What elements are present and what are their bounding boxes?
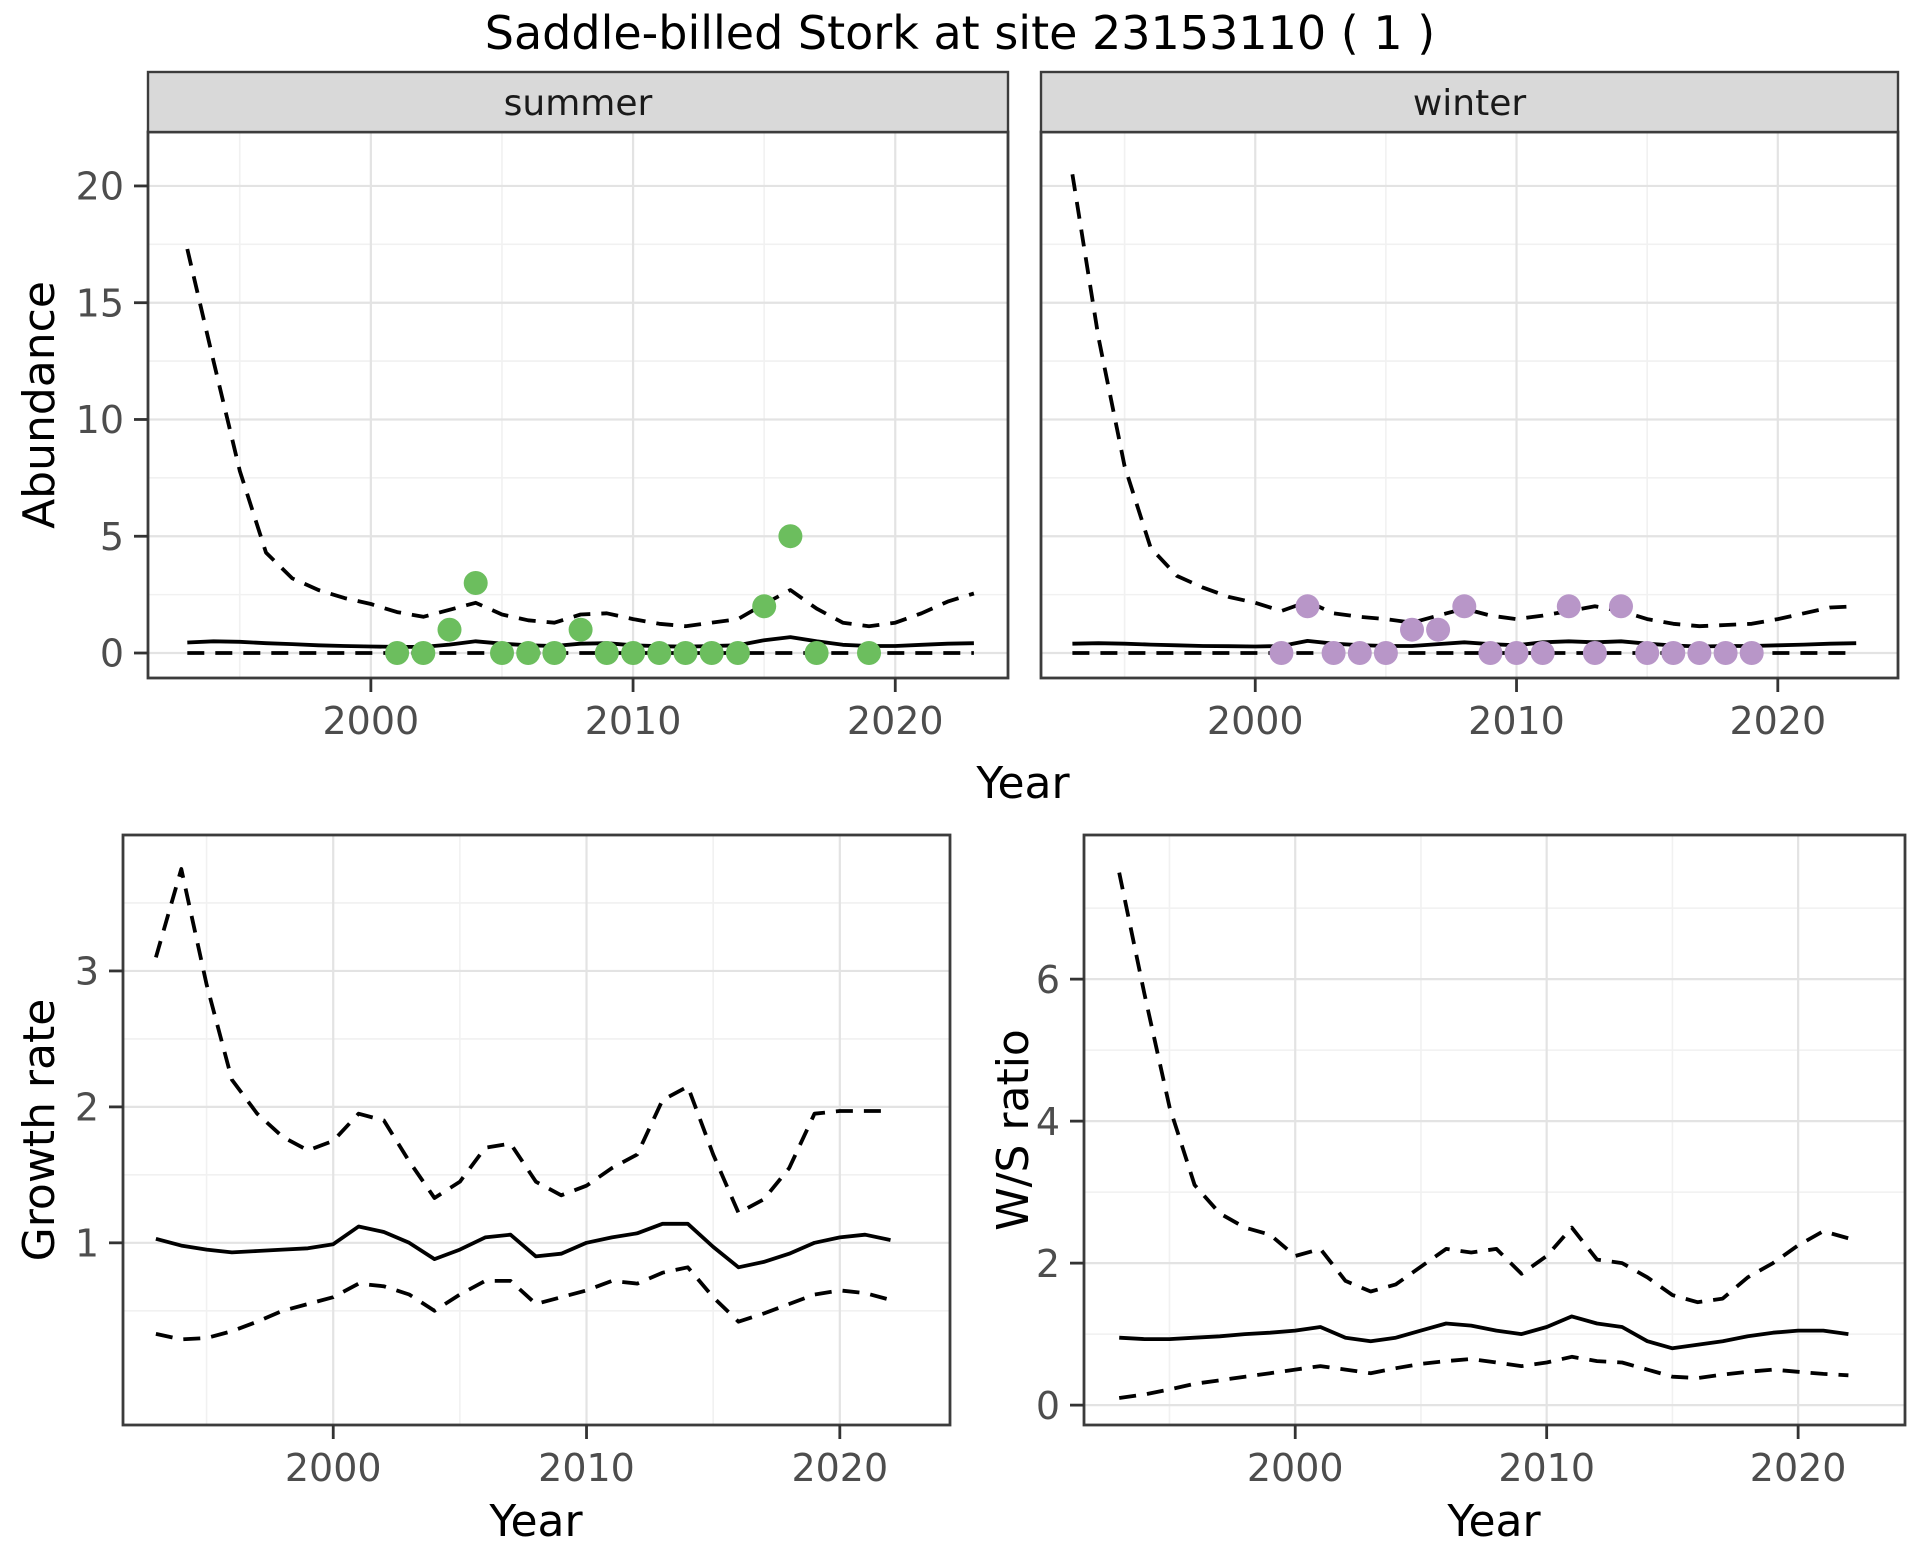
observation-point	[411, 641, 436, 665]
observation-point	[1295, 594, 1320, 619]
observation-point	[542, 641, 567, 665]
ci-lower-line	[155, 1265, 891, 1342]
ci-lower-line	[1118, 1354, 1849, 1400]
x-tick-label: 2010	[585, 699, 682, 743]
observation-point	[1373, 641, 1398, 665]
facet-strip	[1039, 70, 1900, 134]
observation-point	[1609, 594, 1633, 619]
y-tick-label: 2	[1036, 1242, 1060, 1286]
x-tick-label: 2020	[1750, 1446, 1847, 1490]
observation-point	[699, 641, 724, 665]
observation-point	[1347, 641, 1372, 665]
observation-point	[1556, 594, 1581, 619]
observation-point	[1426, 617, 1451, 642]
panel-growth-rate: 2000 2010 2020 1 2 3	[75, 833, 952, 1490]
panel-ws-ratio: 2000 2010 2020 0 2 4 6	[1036, 833, 1907, 1490]
observation-point	[647, 641, 672, 665]
facet-label-summer: summer	[504, 83, 653, 124]
ci-upper-line	[154, 867, 891, 1215]
observation-point	[1400, 617, 1424, 642]
observation-point	[385, 641, 410, 665]
observation-point	[1661, 641, 1686, 665]
facet-label-winter: winter	[1413, 83, 1527, 124]
x-tick-label: 2020	[791, 1446, 888, 1490]
observation-point	[1504, 641, 1529, 665]
observation-point	[490, 641, 514, 665]
observation-point	[568, 617, 593, 642]
observation-point	[594, 641, 619, 665]
observation-point	[804, 641, 829, 665]
observation-point	[1635, 641, 1660, 665]
x-tick-label: 2000	[285, 1446, 382, 1490]
ci-upper-line	[1070, 174, 1857, 629]
observation-point	[673, 641, 698, 665]
x-axis-title-ws-ratio: Year	[1447, 1496, 1541, 1547]
observation-point	[621, 641, 646, 665]
panel-abundance-summer: summer 2000 2010 2020 0 5 10 15 20	[76, 70, 1010, 743]
x-tick-label: 2010	[538, 1446, 635, 1490]
panel-abundance-winter: winter 2000 2010 2020	[1039, 70, 1900, 743]
x-axis-title-top: Year	[976, 758, 1070, 809]
x-tick-label: 2000	[1207, 699, 1304, 743]
data-layer-ws-ratio	[1117, 872, 1849, 1400]
x-tick-label: 2000	[1247, 1446, 1344, 1490]
observation-point	[1452, 594, 1477, 619]
panel-border	[121, 833, 952, 1427]
observation-point	[1739, 641, 1764, 665]
observation-point	[1687, 641, 1712, 665]
observation-point	[725, 641, 750, 665]
y-tick-label: 5	[100, 515, 124, 559]
y-tick-label: 10	[76, 398, 124, 442]
x-tick-label: 2010	[1498, 1446, 1595, 1490]
x-tick-label: 2020	[1729, 699, 1826, 743]
observation-point	[1713, 641, 1738, 665]
mean-line	[187, 635, 974, 649]
observation-point	[437, 617, 462, 642]
panel-border	[146, 130, 1010, 680]
y-tick-label: 20	[76, 165, 124, 209]
observation-point	[752, 594, 777, 619]
ci-upper-line	[1117, 872, 1849, 1305]
observation-point	[1582, 641, 1607, 665]
data-layer-growth-rate	[154, 867, 891, 1342]
mean-line	[1119, 1314, 1849, 1351]
x-tick-label: 2020	[847, 699, 944, 743]
panel-border	[1082, 833, 1907, 1427]
y-tick-label: 3	[75, 950, 99, 994]
x-tick-label: 2010	[1468, 699, 1565, 743]
y-tick-label: 0	[1036, 1384, 1060, 1428]
observation-point	[778, 524, 803, 549]
y-tick-label: 2	[75, 1086, 99, 1130]
observation-point	[1530, 641, 1555, 665]
data-layer-abundance-winter	[1070, 174, 1857, 665]
chart-title: Saddle-billed Stork at site 23153110 ( 1…	[484, 6, 1436, 60]
data-layer-abundance-summer	[185, 248, 975, 665]
observation-point	[1269, 641, 1294, 665]
facet-strip	[146, 70, 1010, 134]
x-tick-label: 2000	[323, 699, 420, 743]
ci-upper-line	[185, 248, 975, 629]
y-tick-label: 0	[100, 632, 124, 676]
mean-line	[1072, 639, 1857, 649]
x-axis-title-growth-rate: Year	[489, 1496, 583, 1547]
observation-point	[1321, 641, 1346, 665]
mean-line	[155, 1221, 891, 1270]
observation-point	[463, 571, 488, 595]
observation-point	[516, 641, 541, 665]
observation-point	[857, 641, 881, 665]
observation-point	[1478, 641, 1503, 665]
y-tick-label: 1	[75, 1222, 99, 1266]
y-tick-label: 4	[1036, 1100, 1060, 1144]
y-tick-label: 15	[76, 281, 124, 325]
y-tick-label: 6	[1036, 958, 1060, 1002]
